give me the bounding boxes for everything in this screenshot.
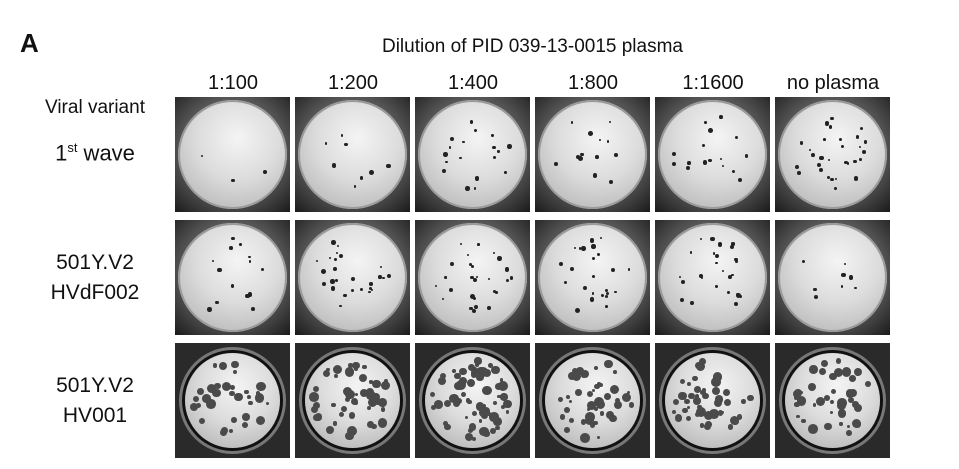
plaque-well-image (175, 220, 290, 335)
plaque-well-image (655, 97, 770, 212)
plaque-well-image (775, 343, 890, 458)
plaque-well-image (775, 220, 890, 335)
plaque-well-image (415, 97, 530, 212)
row-label-line1: 501Y.V2 (56, 374, 134, 397)
row-label-line2: HVdF002 (50, 281, 140, 304)
row-header: Viral variant (45, 97, 145, 118)
plaque-well-image (775, 97, 890, 212)
plaque-well-image (415, 220, 530, 335)
row-label-rest: wave (77, 140, 135, 166)
plaque-well-image (535, 343, 650, 458)
plaque-well-image (655, 220, 770, 335)
column-label: 1:200 (327, 72, 379, 94)
row-label-sup: st (67, 140, 78, 155)
row-label-line1: 501Y.V2 (56, 251, 134, 274)
row-label-main: 1 (55, 140, 68, 166)
plaque-well-image (535, 97, 650, 212)
column-label: no plasma (786, 72, 880, 94)
column-label: 1:800 (567, 72, 619, 94)
plaque-well-image (295, 97, 410, 212)
plaque-well-image (175, 343, 290, 458)
plaque-well-image (295, 343, 410, 458)
column-label: 1:100 (207, 72, 259, 94)
figure-title: Dilution of PID 039-13-0015 plasma (381, 36, 683, 57)
row-label-line2: HV001 (62, 404, 128, 427)
plaque-well-image (655, 343, 770, 458)
column-label: 1:1600 (682, 72, 744, 94)
row-label-hvdf002: 501Y.V2 HVdF002 (20, 248, 170, 308)
row-label-1st-wave: 1st wave (20, 140, 170, 166)
plaque-well-image (535, 220, 650, 335)
column-label: 1:400 (447, 72, 499, 94)
panel-letter: A (20, 28, 39, 58)
row-label-hv001: 501Y.V2 HV001 (20, 371, 170, 431)
plaque-well-image (295, 220, 410, 335)
plaque-well-image (415, 343, 530, 458)
plaque-well-image (175, 97, 290, 212)
